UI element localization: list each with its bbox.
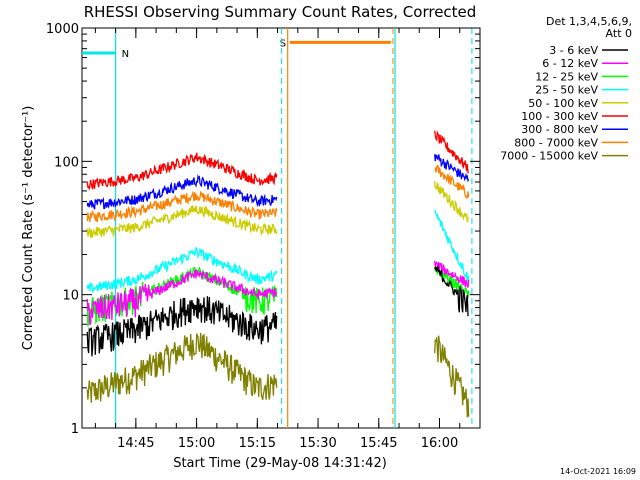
legend-label: 100 - 300 keV — [521, 110, 598, 123]
x-tick-label: 16:00 — [421, 436, 458, 451]
series-line — [86, 296, 278, 357]
x-tick-label: 15:15 — [239, 436, 276, 451]
series-line — [86, 269, 277, 326]
x-axis-label: Start Time (29-May-08 14:31:42) — [173, 456, 387, 471]
detector-label: Det 1,3,4,5,6,9, — [546, 15, 632, 28]
legend-label: 50 - 100 keV — [528, 97, 598, 110]
legend-label: 25 - 50 keV — [535, 84, 598, 97]
legend-label: 800 - 7000 keV — [514, 136, 598, 149]
legend-label: 6 - 12 keV — [542, 57, 598, 70]
series-lines — [86, 129, 470, 418]
series-line — [434, 335, 470, 418]
series-line — [434, 208, 470, 282]
series-line — [86, 246, 278, 293]
series-line — [86, 332, 278, 403]
series-line — [86, 204, 278, 239]
mode-flags: NS — [82, 38, 391, 60]
footer-date: 14-Oct-2021 16:09 — [560, 467, 636, 476]
legend-label: 7000 - 15000 keV — [500, 150, 598, 163]
series-line — [434, 164, 470, 199]
series-line — [86, 152, 278, 191]
series-line — [434, 154, 470, 183]
series-line — [86, 173, 278, 210]
series-line — [434, 181, 469, 223]
y-axis-label: Corrected Count Rate (s⁻¹ detector⁻¹) — [21, 106, 36, 351]
x-tick-label: 14:45 — [117, 436, 154, 451]
x-tick-label: 15:30 — [299, 436, 336, 451]
y-tick-label: 1000 — [46, 22, 79, 37]
axis-ticks: 1 10 100 1000 14:45 15:00 15:15 15:30 15:45 16:00 — [46, 22, 480, 451]
x-tick-label: 15:45 — [360, 436, 397, 451]
series-line — [86, 190, 278, 223]
legend-label: 3 - 6 keV — [549, 44, 598, 57]
series-line — [434, 265, 469, 317]
y-tick-label: 10 — [62, 289, 79, 304]
chart-title: RHESSI Observing Summary Count Rates, Co… — [84, 3, 477, 21]
y-tick-label: 1 — [71, 422, 79, 437]
flag-label: N — [122, 49, 129, 60]
series-line — [434, 260, 470, 288]
y-tick-label: 100 — [54, 155, 79, 170]
plot-frame — [81, 27, 481, 429]
flag-label: S — [280, 38, 286, 49]
legend-label: 12 - 25 keV — [535, 70, 598, 83]
x-tick-label: 15:00 — [178, 436, 215, 451]
series-line — [434, 129, 470, 174]
attenuator-label: Att 0 — [606, 27, 632, 40]
legend-label: 300 - 800 keV — [521, 123, 598, 136]
